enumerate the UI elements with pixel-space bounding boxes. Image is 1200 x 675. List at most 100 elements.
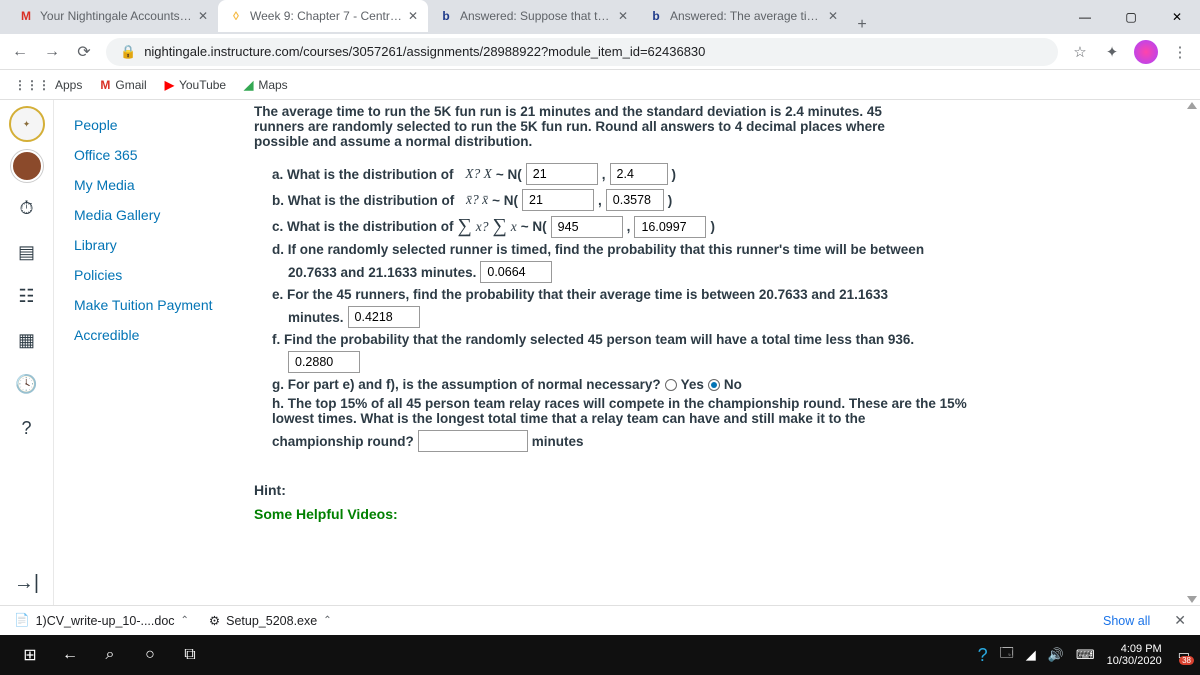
tab-favicon: M: [18, 8, 34, 24]
collapse-nav-icon[interactable]: →|: [14, 572, 39, 595]
course-nav-link[interactable]: People: [74, 110, 224, 140]
forward-button[interactable]: →: [42, 43, 62, 61]
course-nav-link[interactable]: Media Gallery: [74, 200, 224, 230]
tab-title: Your Nightingale Accounts - d…: [40, 9, 192, 23]
bookmark-label: Gmail: [115, 78, 146, 92]
download-menu-icon[interactable]: ⌃: [181, 615, 189, 626]
course-navigation: PeopleOffice 365My MediaMedia GalleryLib…: [54, 100, 224, 605]
question-h-answer: championship round? minutes: [272, 430, 1170, 452]
course-nav-link[interactable]: Office 365: [74, 140, 224, 170]
tab-favicon: b: [648, 8, 664, 24]
course-nav-link[interactable]: My Media: [74, 170, 224, 200]
input-b-sd[interactable]: [606, 189, 664, 211]
radio-no[interactable]: [708, 379, 720, 391]
help-icon[interactable]: ?: [9, 410, 45, 446]
action-center-icon[interactable]: ▭: [1178, 647, 1190, 663]
bookmark-item[interactable]: ◢ Maps: [244, 78, 288, 92]
system-clock[interactable]: 4:09 PM10/30/2020: [1107, 643, 1166, 667]
browser-tab[interactable]: b Answered: The average time to ✕: [638, 0, 848, 32]
start-button[interactable]: ⊞: [10, 645, 50, 665]
calendar-icon[interactable]: ☷: [9, 278, 45, 314]
scroll-up-icon[interactable]: [1187, 102, 1197, 109]
input-f[interactable]: [288, 351, 360, 373]
account-avatar[interactable]: [11, 150, 43, 182]
input-h[interactable]: [418, 430, 528, 452]
input-d[interactable]: [480, 261, 552, 283]
bookmark-icon: ⋮⋮⋮: [14, 78, 50, 92]
tray-wifi-icon[interactable]: ◢: [1026, 647, 1036, 663]
institution-logo[interactable]: ✦: [9, 106, 45, 142]
close-window-button[interactable]: ✕: [1154, 0, 1200, 34]
back-button[interactable]: ←: [10, 43, 30, 61]
question-e-answer: minutes.: [288, 306, 1170, 328]
tab-close-icon[interactable]: ✕: [408, 9, 418, 23]
task-view-icon[interactable]: ⧉: [170, 646, 210, 664]
courses-icon[interactable]: ▤: [9, 234, 45, 270]
input-e[interactable]: [348, 306, 420, 328]
question-a: a. What is the distribution of X? X ~ N(…: [272, 163, 1170, 185]
maximize-button[interactable]: ▢: [1108, 0, 1154, 34]
hint-heading: Hint:: [254, 482, 1170, 498]
taskbar-back-icon[interactable]: ←: [50, 646, 90, 664]
bookmark-icon: ▶: [165, 78, 174, 92]
tab-favicon: ◊: [228, 8, 244, 24]
problem-intro: The average time to run the 5K fun run i…: [254, 104, 894, 149]
input-a-sd[interactable]: [610, 163, 668, 185]
tab-close-icon[interactable]: ✕: [198, 9, 208, 23]
tab-close-icon[interactable]: ✕: [828, 9, 838, 23]
bookmark-star-icon[interactable]: ☆: [1070, 43, 1090, 61]
course-nav-link[interactable]: Accredible: [74, 320, 224, 350]
download-file-icon: 📄: [14, 613, 30, 628]
download-item[interactable]: 📄1)CV_write-up_10-....doc⌃: [14, 610, 189, 632]
tray-help-icon[interactable]: ?: [978, 645, 988, 666]
bookmark-label: Maps: [258, 78, 287, 92]
question-d: d. If one randomly selected runner is ti…: [272, 242, 992, 257]
input-a-mean[interactable]: [526, 163, 598, 185]
tab-title: Week 9: Chapter 7 - Central Lim: [250, 9, 402, 23]
extensions-icon[interactable]: ✦: [1102, 43, 1122, 61]
tray-volume-icon[interactable]: 🔊: [1048, 647, 1064, 663]
inbox-icon[interactable]: ▦: [9, 322, 45, 358]
course-nav-link[interactable]: Library: [74, 230, 224, 260]
show-all-downloads[interactable]: Show all: [1103, 614, 1150, 628]
close-downloads-shelf[interactable]: ✕: [1174, 612, 1186, 629]
question-h: h. The top 15% of all 45 person team rel…: [272, 396, 972, 426]
profile-avatar[interactable]: [1134, 40, 1158, 64]
browser-tab[interactable]: bAnswered: Suppose that the an✕: [428, 0, 638, 32]
bookmark-label: Apps: [55, 78, 82, 92]
scroll-down-icon[interactable]: [1187, 596, 1197, 603]
question-f: f. Find the probability that the randoml…: [272, 332, 952, 347]
tab-title: Answered: The average time to: [670, 9, 822, 23]
tab-favicon: b: [438, 8, 454, 24]
dashboard-icon[interactable]: ⏱: [9, 190, 45, 226]
address-bar[interactable]: 🔒 nightingale.instructure.com/courses/30…: [106, 38, 1058, 66]
search-icon[interactable]: ⌕: [90, 646, 130, 664]
input-c-mean[interactable]: [551, 216, 623, 238]
download-item[interactable]: ⚙Setup_5208.exe⌃: [209, 610, 332, 632]
bookmark-icon: ◢: [244, 78, 253, 92]
bookmark-item[interactable]: ▶YouTube: [165, 78, 226, 92]
chrome-menu-icon[interactable]: ⋮: [1170, 43, 1190, 61]
tray-battery-icon[interactable]: 🗔: [1000, 644, 1014, 666]
browser-tab[interactable]: ◊ Week 9: Chapter 7 - Central Lim ✕: [218, 0, 428, 32]
question-f-answer: [288, 351, 1170, 373]
course-nav-link[interactable]: Policies: [74, 260, 224, 290]
history-icon[interactable]: 🕓: [9, 366, 45, 402]
course-nav-link[interactable]: Make Tuition Payment: [74, 290, 224, 320]
videos-heading: Some Helpful Videos:: [254, 506, 1170, 522]
bookmark-item[interactable]: MGmail: [100, 78, 146, 92]
reload-button[interactable]: ⟳: [74, 42, 94, 62]
tab-close-icon[interactable]: ✕: [618, 9, 628, 23]
new-tab-button[interactable]: +: [848, 16, 876, 34]
radio-yes[interactable]: [665, 379, 677, 391]
bookmark-item[interactable]: ⋮⋮⋮ Apps: [14, 78, 82, 92]
question-b: b. What is the distribution of x̄? x̄ ~ …: [272, 189, 1170, 211]
minimize-button[interactable]: —: [1062, 0, 1108, 34]
input-c-sd[interactable]: [634, 216, 706, 238]
cortana-icon[interactable]: ○: [130, 646, 170, 664]
question-g: g. For part e) and f), is the assumption…: [272, 377, 1170, 392]
tray-keyboard-icon[interactable]: ⌨: [1076, 647, 1095, 663]
download-menu-icon[interactable]: ⌃: [323, 615, 331, 626]
browser-tab[interactable]: M Your Nightingale Accounts - d… ✕: [8, 0, 218, 32]
input-b-mean[interactable]: [522, 189, 594, 211]
